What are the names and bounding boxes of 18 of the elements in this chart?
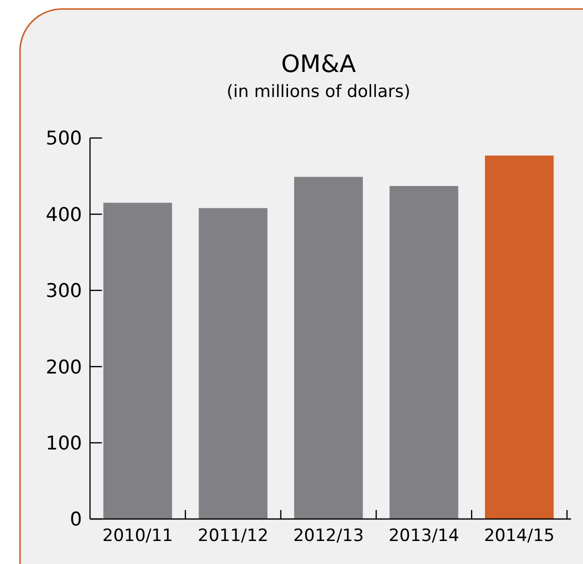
x-tick-label: 2014/15 xyxy=(484,526,555,546)
bar xyxy=(390,186,458,519)
y-tick-label: 400 xyxy=(46,204,82,226)
chart-subtitle: (in millions of dollars) xyxy=(226,82,410,102)
y-tick-label: 200 xyxy=(46,356,82,378)
bar xyxy=(103,202,172,519)
y-tick-label: 100 xyxy=(46,432,82,454)
bar xyxy=(484,156,554,519)
chart-title: OM&A xyxy=(281,50,356,78)
y-tick-label: 500 xyxy=(46,128,82,150)
x-tick-label: 2011/12 xyxy=(198,526,268,546)
x-tick-label: 2012/13 xyxy=(293,526,364,546)
x-tick-label: 2013/14 xyxy=(388,526,460,546)
x-tick-label: 2010/11 xyxy=(102,526,174,546)
y-tick-label: 300 xyxy=(46,280,82,302)
y-tick-label: 0 xyxy=(70,508,82,531)
bar xyxy=(294,176,363,519)
bar xyxy=(198,208,268,519)
